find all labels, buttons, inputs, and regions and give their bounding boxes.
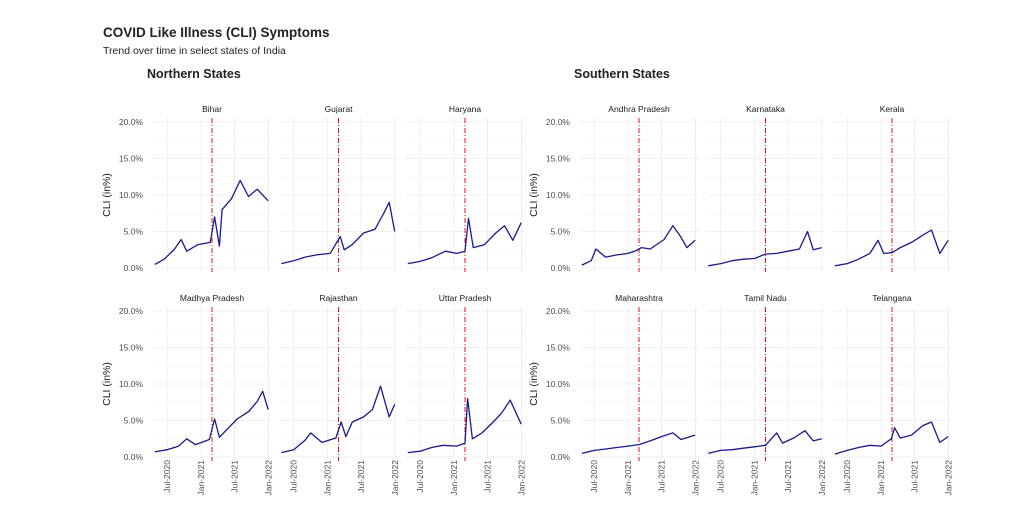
x-tick-label-southern-states: Jul-2021 (656, 460, 666, 493)
x-tick-label-northern-states: Jul-2021 (356, 460, 366, 493)
series-line-southern-states-kerala (834, 229, 949, 267)
series-line-northern-states-rajasthan (281, 385, 396, 454)
panel-title-southern-states-karnataka: Karnataka (746, 104, 785, 114)
x-tick-label-northern-states: Jul-2020 (415, 460, 425, 493)
x-tick-label-southern-states: Jan-2022 (690, 460, 700, 496)
x-tick-label-northern-states: Jan-2022 (516, 460, 526, 496)
panel-title-southern-states-telangana: Telangana (872, 293, 912, 303)
series-line-southern-states-telangana (834, 421, 949, 455)
y-tick-label-southern-states: 15.0% (546, 343, 571, 353)
y-tick-label-northern-states: 15.0% (119, 154, 144, 164)
y-tick-label-southern-states: 0.0% (551, 263, 571, 273)
y-tick-label-northern-states: 10.0% (119, 379, 144, 389)
y-tick-label-southern-states: 10.0% (546, 190, 571, 200)
series-line-northern-states-madhya-pradesh (154, 390, 269, 453)
panel-title-northern-states-haryana: Haryana (449, 104, 481, 114)
series-line-southern-states-andhra-pradesh (581, 225, 696, 266)
y-tick-label-northern-states: 10.0% (119, 190, 144, 200)
x-tick-label-northern-states: Jul-2020 (289, 460, 299, 493)
y-axis-label-northern-states: CLI (in%) (101, 362, 113, 406)
panel-title-northern-states-rajasthan: Rajasthan (319, 293, 358, 303)
group-title-northern: Northern States (147, 67, 241, 81)
y-tick-label-southern-states: 5.0% (551, 416, 571, 426)
y-tick-label-southern-states: 20.0% (546, 117, 571, 127)
panel-title-northern-states-bihar: Bihar (202, 104, 222, 114)
x-tick-label-southern-states: Jul-2020 (589, 460, 599, 493)
y-tick-label-southern-states: 5.0% (551, 227, 571, 237)
x-tick-label-northern-states: Jul-2020 (162, 460, 172, 493)
x-tick-label-southern-states: Jan-2022 (817, 460, 827, 496)
y-axis-label-southern-states: CLI (in%) (528, 173, 540, 217)
panel-title-northern-states-madhya-pradesh: Madhya Pradesh (180, 293, 245, 303)
y-tick-label-northern-states: 15.0% (119, 343, 144, 353)
series-line-northern-states-gujarat (281, 201, 396, 265)
series-line-northern-states-haryana (407, 217, 522, 265)
series-line-northern-states-bihar (154, 179, 269, 265)
y-tick-label-northern-states: 20.0% (119, 117, 144, 127)
group-title-southern: Southern States (574, 67, 670, 81)
panel-title-southern-states-maharashtra: Maharashtra (615, 293, 663, 303)
y-axis-label-southern-states: CLI (in%) (528, 362, 540, 406)
x-tick-label-southern-states: Jan-2021 (750, 460, 760, 496)
series-line-northern-states-uttar-pradesh (407, 397, 522, 454)
x-tick-label-northern-states: Jul-2021 (482, 460, 492, 493)
x-tick-label-southern-states: Jul-2021 (909, 460, 919, 493)
y-tick-label-northern-states: 0.0% (124, 263, 144, 273)
panel-title-southern-states-tamil-nadu: Tamil Nadu (744, 293, 787, 303)
panel-title-northern-states-gujarat: Gujarat (325, 104, 354, 114)
x-tick-label-northern-states: Jan-2021 (449, 460, 459, 496)
y-tick-label-southern-states: 10.0% (546, 379, 571, 389)
y-tick-label-northern-states: 20.0% (119, 306, 144, 316)
y-tick-label-southern-states: 20.0% (546, 306, 571, 316)
x-tick-label-northern-states: Jan-2022 (263, 460, 273, 496)
panel-title-northern-states-uttar-pradesh: Uttar Pradesh (439, 293, 492, 303)
x-tick-label-southern-states: Jul-2020 (842, 460, 852, 493)
panel-title-southern-states-kerala: Kerala (880, 104, 905, 114)
y-tick-label-southern-states: 15.0% (546, 154, 571, 164)
y-tick-label-northern-states: 5.0% (124, 416, 144, 426)
x-tick-label-northern-states: Jan-2021 (323, 460, 333, 496)
x-tick-label-northern-states: Jan-2022 (390, 460, 400, 496)
series-line-southern-states-maharashtra (581, 432, 696, 455)
y-tick-label-southern-states: 0.0% (551, 452, 571, 462)
y-tick-label-northern-states: 0.0% (124, 452, 144, 462)
x-tick-label-northern-states: Jul-2021 (229, 460, 239, 493)
series-line-southern-states-tamil-nadu (708, 430, 822, 455)
x-tick-label-southern-states: Jul-2020 (716, 460, 726, 493)
y-axis-label-northern-states: CLI (in%) (101, 173, 113, 217)
x-tick-label-southern-states: Jan-2021 (623, 460, 633, 496)
x-tick-label-southern-states: Jul-2021 (783, 460, 793, 493)
x-tick-label-northern-states: Jan-2021 (196, 460, 206, 496)
figure-subtitle: Trend over time in select states of Indi… (103, 45, 286, 57)
series-line-southern-states-karnataka (708, 230, 822, 267)
figure-title: COVID Like Illness (CLI) Symptoms (103, 25, 330, 40)
x-tick-label-southern-states: Jan-2022 (943, 460, 953, 496)
panel-title-southern-states-andhra-pradesh: Andhra Pradesh (608, 104, 670, 114)
y-tick-label-northern-states: 5.0% (124, 227, 144, 237)
x-tick-label-southern-states: Jan-2021 (876, 460, 886, 496)
